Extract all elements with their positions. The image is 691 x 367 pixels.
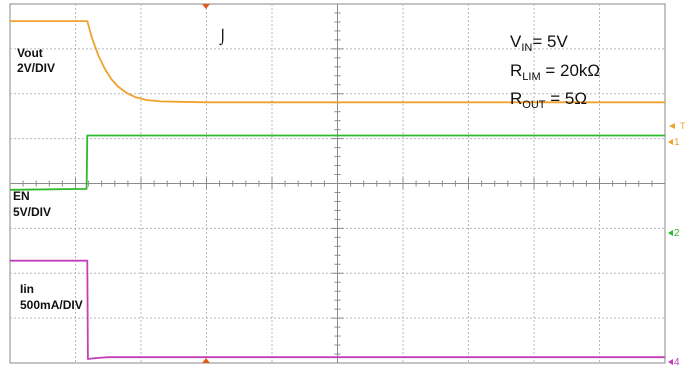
graticule <box>10 4 665 363</box>
ch4-name-label: Iin <box>20 282 34 296</box>
waveform-traces <box>9 20 665 360</box>
svg-text:T: T <box>680 121 686 131</box>
trigger-bottom-marker <box>202 358 210 363</box>
ch2-scale-label: 5V/DIV <box>13 205 51 219</box>
svg-text:1: 1 <box>674 137 680 148</box>
ch1-name-label: Vout <box>17 46 43 60</box>
condition-rlim: RLIM = 20kΩ <box>510 61 600 83</box>
ch1-trace <box>10 20 665 104</box>
ch4-marker: 4 <box>668 357 680 367</box>
cursor-glyph: ⌡ <box>219 28 226 46</box>
ch2-marker: 2 <box>668 228 680 239</box>
svg-text:4: 4 <box>674 357 680 367</box>
condition-rout: ROUT = 5Ω <box>510 89 587 111</box>
trigger-level-marker: T <box>669 121 686 131</box>
trigger-position-marker <box>202 4 210 9</box>
ch1-marker: 1 <box>668 137 680 148</box>
ch4-scale-label: 500mA/DIV <box>20 298 83 312</box>
ch2-trace <box>9 134 665 191</box>
ch4-trace <box>10 259 665 360</box>
svg-text:2: 2 <box>674 228 680 239</box>
ch2-name-label: EN <box>13 189 30 203</box>
ch1-scale-label: 2V/DIV <box>17 61 55 75</box>
condition-vin: VIN= 5V <box>510 32 568 54</box>
